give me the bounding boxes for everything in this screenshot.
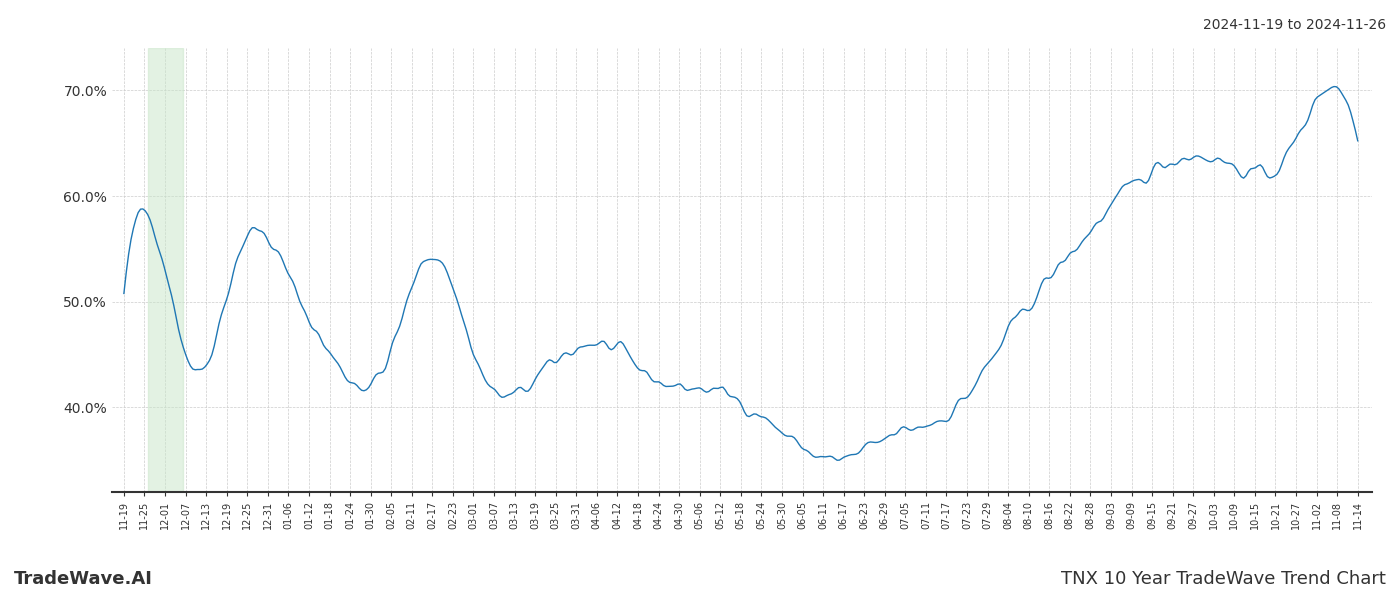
Bar [147, 48, 183, 492]
Text: TradeWave.AI: TradeWave.AI [14, 570, 153, 588]
Text: 2024-11-19 to 2024-11-26: 2024-11-19 to 2024-11-26 [1203, 18, 1386, 32]
Text: TNX 10 Year TradeWave Trend Chart: TNX 10 Year TradeWave Trend Chart [1061, 570, 1386, 588]
